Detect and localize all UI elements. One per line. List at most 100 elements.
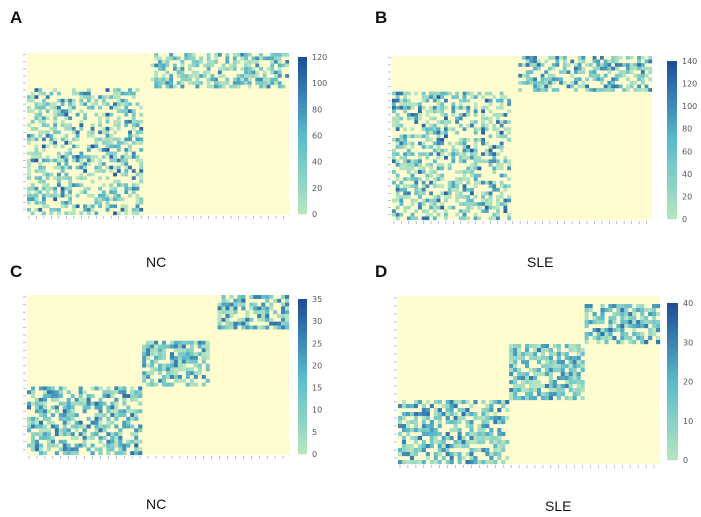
heatmap-cell-a xyxy=(45,186,50,191)
heatmap-cell-a xyxy=(154,84,159,89)
colorbar-segment-a xyxy=(298,104,307,109)
heatmap-cell-c xyxy=(142,363,147,368)
heatmap-cell-b xyxy=(488,191,493,196)
colorbar-segment-c xyxy=(298,337,307,342)
heatmap-cell-a xyxy=(60,98,65,103)
heatmap-cell-a xyxy=(187,74,192,78)
heatmap-cell-c xyxy=(169,371,175,376)
heatmap-cell-a xyxy=(68,109,73,114)
colorbar-segment-d xyxy=(667,381,678,386)
heatmap-cell-d xyxy=(576,364,581,369)
heatmap-cell-b xyxy=(447,120,452,124)
heatmap-cell-d xyxy=(532,352,538,357)
colorbar-segment-a xyxy=(298,190,307,195)
heatmap-cell-a xyxy=(41,204,46,209)
heatmap-cell-c xyxy=(161,382,167,387)
heatmap-cell-d xyxy=(552,384,557,389)
heatmap-cell-c xyxy=(177,378,182,383)
colorbar-segment-b xyxy=(667,61,677,66)
heatmap-cell-c xyxy=(193,355,198,360)
heatmap-cell-d xyxy=(513,348,518,353)
colorbar-segment-a xyxy=(298,111,307,117)
heatmap-cell-b xyxy=(492,187,497,192)
heatmap-cell-b xyxy=(410,145,415,149)
heatmap-cell-a xyxy=(83,162,88,166)
heatmap-cell-b xyxy=(392,198,396,203)
heatmap-cell-a xyxy=(64,211,69,216)
heatmap-cell-a xyxy=(116,179,121,184)
heatmap-cell-c xyxy=(54,390,59,395)
heatmap-cell-b xyxy=(574,66,578,71)
heatmap-cell-a xyxy=(83,155,88,159)
heatmap-cell-a xyxy=(214,81,219,85)
heatmap-cell-b xyxy=(611,84,615,89)
heatmap-cell-c xyxy=(142,375,147,379)
heatmap-cell-b xyxy=(525,63,530,67)
heatmap-cell-a xyxy=(86,158,91,163)
heatmap-cell-c xyxy=(142,352,147,357)
heatmap-cell-a xyxy=(169,77,174,82)
heatmap-cell-d xyxy=(433,412,438,417)
heatmap-cell-d xyxy=(600,312,605,317)
heatmap-cell-c xyxy=(150,382,155,387)
heatmap-cell-d xyxy=(548,368,553,373)
heatmap-cell-a xyxy=(27,190,31,195)
heatmap-cell-c xyxy=(38,386,44,391)
heatmap-cell-a xyxy=(53,144,58,149)
heatmap-cell-c xyxy=(78,443,83,448)
heatmap-cell-a xyxy=(172,56,177,61)
colorbar-tick-label-a: 120 xyxy=(312,53,327,62)
heatmap-cell-b xyxy=(559,77,563,82)
heatmap-cell-c xyxy=(34,409,40,414)
heatmap-cell-b xyxy=(414,120,419,124)
heatmap-cell-d xyxy=(445,408,450,413)
heatmap-cell-a xyxy=(232,56,237,61)
heatmap-cell-c xyxy=(46,443,51,448)
heatmap-cell-c xyxy=(42,424,47,429)
heatmap-cell-c xyxy=(241,302,246,307)
heatmap-cell-d xyxy=(604,308,609,313)
heatmap-cell-b xyxy=(507,138,511,142)
heatmap-cell-c xyxy=(78,394,83,399)
heatmap-cell-c xyxy=(27,420,32,425)
heatmap-cell-a xyxy=(244,74,248,78)
heatmap-cell-d xyxy=(445,432,450,437)
heatmap-cell-b xyxy=(466,98,471,103)
colorbar-segment-d xyxy=(667,310,678,316)
heatmap-cell-a xyxy=(86,91,91,96)
heatmap-cell-a xyxy=(34,144,39,149)
heatmap-cell-c xyxy=(189,382,194,387)
heatmap-cell-b xyxy=(432,116,437,121)
heatmap-cell-d xyxy=(532,368,538,373)
heatmap-cell-b xyxy=(455,187,459,192)
heatmap-cell-b xyxy=(603,63,608,67)
heatmap-cell-c xyxy=(118,386,123,391)
heatmap-cell-a xyxy=(232,60,237,64)
heatmap-cell-b xyxy=(496,212,500,217)
heatmap-cell-a xyxy=(277,84,282,89)
heatmap-cell-a xyxy=(131,190,136,195)
heatmap-cell-d xyxy=(572,388,577,393)
heatmap-cell-b xyxy=(484,91,489,96)
heatmap-cell-b xyxy=(392,212,396,217)
heatmap-cell-a xyxy=(64,186,69,191)
heatmap-cell-a xyxy=(139,207,144,212)
panel-letter-a: A xyxy=(10,8,23,27)
heatmap-cell-b xyxy=(418,202,422,206)
heatmap-cell-a xyxy=(109,186,114,191)
heatmap-cell-d xyxy=(576,380,581,385)
heatmap-cell-b xyxy=(574,80,578,85)
heatmap-cell-d xyxy=(441,448,446,453)
heatmap-cell-c xyxy=(66,409,71,414)
heatmap-cell-a xyxy=(270,56,275,61)
heatmap-cell-c xyxy=(146,371,151,376)
heatmap-cell-a xyxy=(116,158,121,163)
heatmap-cell-a xyxy=(150,77,155,82)
heatmap-cell-d xyxy=(453,400,458,405)
heatmap-cell-b xyxy=(648,66,653,71)
heatmap-cell-a xyxy=(79,102,84,106)
heatmap-cell-d xyxy=(457,408,462,413)
heatmap-cell-a xyxy=(131,176,136,180)
heatmap-cell-a xyxy=(187,56,192,61)
heatmap-cell-d xyxy=(409,444,415,449)
